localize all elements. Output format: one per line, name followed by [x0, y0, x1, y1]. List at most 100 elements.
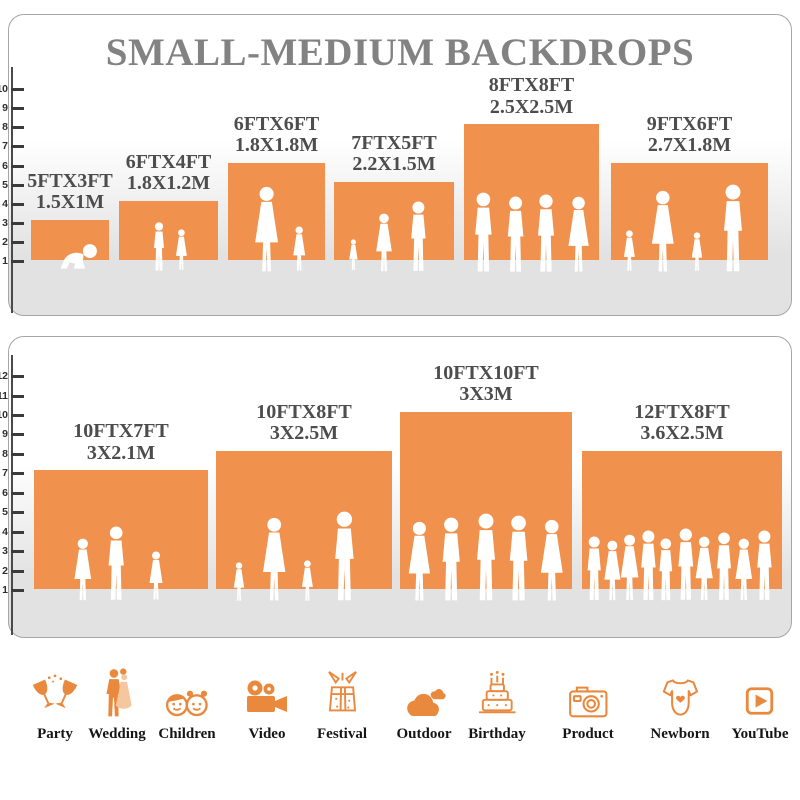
y-axis-tick-label: 3 — [2, 545, 8, 558]
backdrop-bar — [216, 450, 392, 589]
wedding-icon — [95, 660, 140, 722]
bottom-backdrop-panel: 12345678910111210FTX7FT3X2.1M10FTX8FT3X2… — [0, 336, 792, 638]
backdrop-size-m: 2.2X1.5M — [352, 153, 436, 176]
category-label-wedding: Wedding — [88, 726, 146, 742]
backdrop-size-label: 6FTX4FT 1.8X1.2M — [126, 151, 212, 195]
y-axis-tick — [11, 511, 24, 515]
backdrop-size-label: 10FTX7FT 3X2.1M — [73, 421, 169, 464]
category-label-product: Product — [562, 726, 614, 742]
y-axis-tick-label: 1 — [2, 584, 8, 596]
category-icons-row: Party Wedding Children Video Festival Outdoor… — [0, 660, 800, 770]
category-label-newborn: Newborn — [650, 726, 710, 742]
outdoor-icon — [399, 660, 449, 722]
youtube-icon — [739, 660, 781, 722]
backdrop-size-ft: 10FTX10FT — [433, 361, 539, 384]
festival-icon-glyph — [319, 668, 366, 722]
birthday-icon — [472, 660, 522, 722]
person-silhouette-woman-icon — [299, 560, 316, 602]
y-axis-tick — [11, 202, 24, 206]
y-axis-tick-label: 4 — [2, 197, 8, 210]
person-silhouette-woman-icon — [249, 186, 284, 274]
y-axis-tick-label: 2 — [2, 235, 8, 248]
y-axis-tick-label: 3 — [2, 216, 8, 229]
category-birthday: Birthday — [468, 660, 526, 743]
backdrop-size-m: 3X2.1M — [86, 441, 156, 464]
backdrop-size-label: 12FTX8FT 3.6X2.5M — [634, 401, 730, 445]
backdrop-size-label: 10FTX8FT 3X2.5M — [256, 401, 352, 445]
person-silhouette-woman-icon — [646, 190, 680, 274]
video-icon-glyph — [241, 678, 293, 722]
y-axis-tick — [11, 88, 24, 92]
backdrop-bar — [119, 200, 218, 260]
backdrop-size-label: 10FTX10FT 3X3M — [433, 361, 539, 406]
person-silhouette-man-icon — [750, 530, 779, 602]
person-silhouette-woman-icon — [372, 213, 396, 273]
category-video: Video — [241, 660, 293, 743]
y-axis-tick-label: 9 — [2, 428, 8, 441]
person-silhouette-woman-icon — [290, 226, 308, 272]
person-silhouette-man-icon — [101, 526, 131, 602]
birthday-icon-glyph — [472, 668, 522, 722]
category-label-children: Children — [158, 726, 216, 742]
person-silhouette-man-icon — [404, 201, 433, 273]
y-axis-tick — [11, 550, 24, 554]
y-axis-tick — [11, 413, 24, 417]
person-silhouette-woman-icon — [689, 232, 705, 272]
y-axis-tick-label: 4 — [2, 525, 8, 538]
y-axis-tick-label: 12 — [0, 370, 8, 383]
y-axis-tick-label: 2 — [2, 564, 8, 577]
y-axis-tick — [11, 433, 24, 437]
person-silhouette-woman-icon — [347, 239, 360, 271]
person-silhouette-woman-icon — [403, 521, 436, 603]
backdrop-size-m: 3.6X2.5M — [640, 422, 724, 445]
backdrop-size-ft: 8FTX8FT — [488, 74, 575, 97]
backdrop-size-m: 1.8X1.8M — [234, 134, 319, 156]
y-axis-tick — [11, 530, 24, 534]
backdrop-size-ft: 6FTX6FT — [233, 112, 320, 135]
backdrop-size-label: 9FTX6FT 2.7X1.8M — [647, 113, 733, 157]
children-icon — [160, 660, 214, 722]
party-icon — [30, 660, 80, 722]
backdrop-size-label: 6FTX6FT 1.8X1.8M — [233, 112, 320, 157]
y-axis-tick-label: 10 — [0, 408, 8, 421]
category-label-youtube: YouTube — [731, 726, 789, 742]
category-party: Party — [30, 660, 80, 743]
person-silhouette-man-icon — [468, 513, 504, 603]
y-axis-tick-label: 11 — [0, 389, 8, 402]
y-axis-tick-label: 1 — [2, 255, 8, 267]
category-label-video: Video — [248, 726, 286, 742]
y-axis-tick-label: 9 — [2, 102, 8, 115]
party-icon-glyph — [30, 672, 80, 722]
wedding-icon-glyph — [95, 666, 140, 722]
y-axis-tick-label: 8 — [2, 447, 8, 460]
y-axis-tick — [11, 394, 24, 398]
backdrop-size-m: 1.5X1M — [35, 191, 105, 214]
y-axis-tick — [11, 221, 24, 225]
top-backdrop-panel: SMALL-MEDIUM BACKDROPS 1 2 3 4 5 6 7 8 9 10 5FTX3F… — [0, 14, 792, 316]
category-children: Children — [158, 660, 216, 743]
y-axis-tick-label: 5 — [2, 178, 8, 191]
backdrop-size-ft: 10FTX7FT — [73, 420, 169, 443]
festival-icon — [319, 660, 366, 722]
category-newborn: Newborn — [650, 660, 710, 743]
backdrop-size-m: 2.7X1.8M — [647, 134, 732, 156]
newborn-icon-glyph — [656, 674, 704, 722]
person-silhouette-man-icon — [149, 222, 169, 272]
category-product: Product — [562, 660, 614, 743]
y-axis-tick-label: 6 — [2, 159, 8, 172]
y-axis-tick — [11, 375, 24, 379]
y-axis-tick — [11, 126, 24, 130]
y-axis-line — [11, 355, 13, 635]
y-axis-tick — [11, 452, 24, 456]
y-axis-tick — [11, 240, 24, 244]
outdoor-icon-glyph — [399, 687, 449, 722]
category-label-outdoor: Outdoor — [396, 726, 452, 742]
backdrop-size-label: 5FTX3FT 1.5X1M — [27, 170, 113, 214]
category-outdoor: Outdoor — [396, 660, 452, 743]
y-axis-tick — [11, 183, 24, 187]
backdrop-size-m: 3X3M — [459, 383, 513, 406]
backdrop-size-label: 8FTX8FT 2.5X2.5M — [489, 75, 575, 118]
y-axis-tick — [11, 260, 24, 263]
y-axis-tick-label: 5 — [2, 506, 8, 519]
y-axis-tick-label: 10 — [0, 83, 8, 96]
